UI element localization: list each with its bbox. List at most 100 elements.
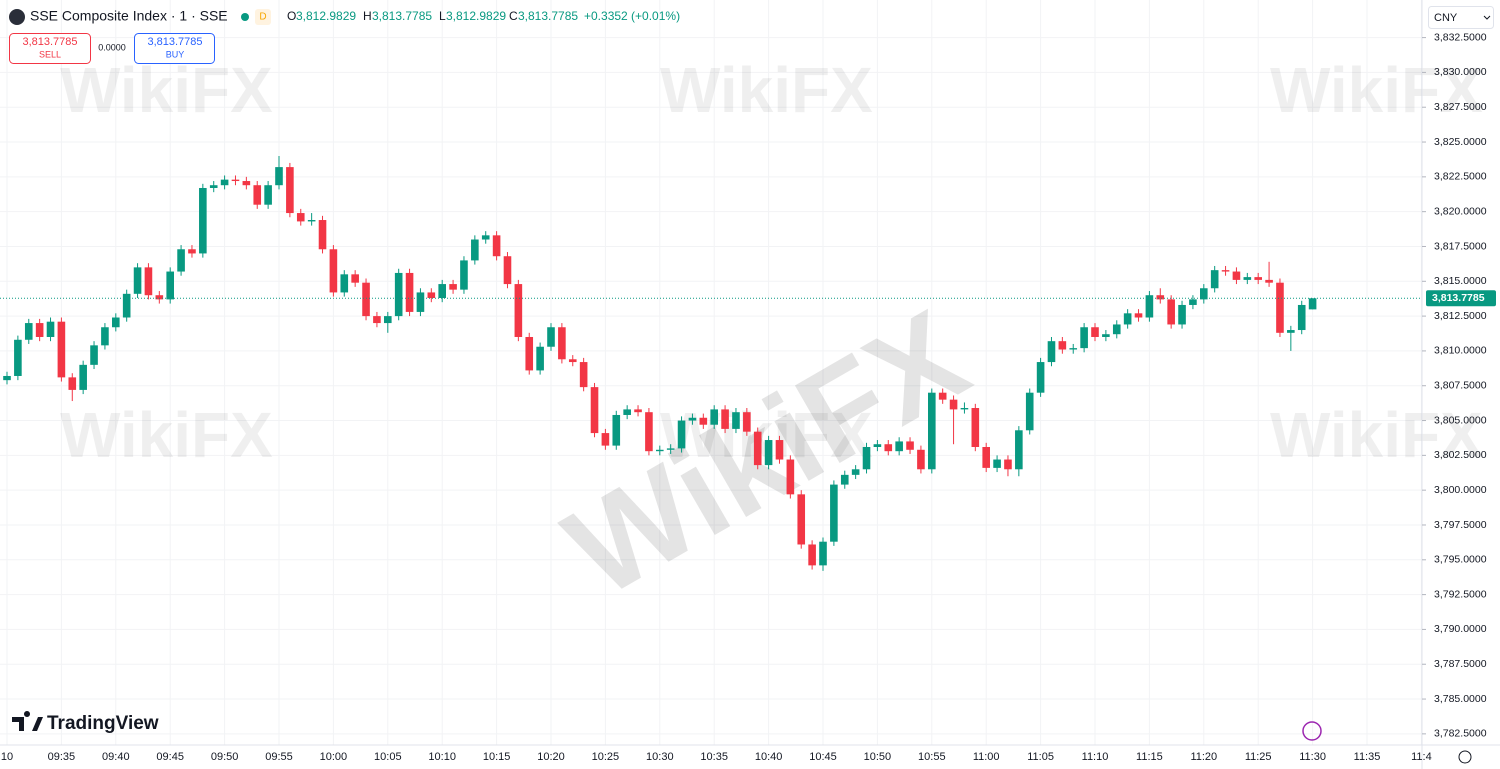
ohlc-key: O (287, 9, 296, 23)
candle-body (394, 272, 403, 317)
candle-body (1080, 327, 1088, 349)
y-tick-label: 3,810.0000 (1434, 345, 1487, 357)
x-tick-label: 11:05 (1027, 751, 1054, 763)
candle-body (24, 323, 33, 340)
y-tick-label: 3,812.5000 (1434, 310, 1487, 322)
y-tick-label: 3,830.0000 (1434, 66, 1487, 78)
candle-body (645, 412, 653, 452)
ohlc-value: 3,812.9829 (446, 9, 506, 23)
candle-body (1112, 324, 1121, 335)
y-tick-label: 3,805.0000 (1434, 414, 1487, 426)
y-tick-label: 3,782.5000 (1434, 728, 1487, 740)
currency[interactable]: CNY (1434, 12, 1458, 24)
candle-body (634, 409, 642, 413)
change: +0.3352 (+0.01%) (584, 9, 680, 23)
x-tick-label: 10:25 (592, 751, 620, 763)
x-tick-label: 10:45 (809, 751, 837, 763)
x-tick-label: 09:50 (211, 751, 239, 763)
candle-body (808, 544, 816, 566)
candle-body (743, 412, 751, 432)
candle-body (949, 399, 958, 410)
candle-body (373, 316, 381, 324)
candle-body (449, 284, 457, 290)
candle-body (416, 292, 425, 312)
symbol-title[interactable]: SSE Composite Index · 1 · SSE (30, 8, 228, 24)
x-tick-label: 09:35 (48, 751, 76, 763)
candle-body (188, 249, 196, 254)
candle-body (906, 441, 914, 450)
candle-body (623, 409, 631, 415)
alert-icon[interactable] (1302, 721, 1322, 741)
x-tick-label: 11:4 (1411, 751, 1432, 763)
candle-body (384, 316, 392, 324)
candle-body (862, 447, 871, 470)
candle-body (438, 284, 446, 298)
candle-body (732, 412, 740, 429)
candle-body (122, 293, 131, 318)
candle-body (656, 449, 664, 452)
candle-body (492, 235, 501, 257)
candle-body (1069, 348, 1078, 350)
y-tick-label: 3,807.5000 (1434, 380, 1487, 392)
candle-body (1308, 298, 1317, 310)
candle-body (133, 267, 142, 294)
buy-price[interactable]: 3,813.7785 (147, 36, 202, 48)
badge-box (255, 9, 271, 25)
candles (0, 155, 1422, 571)
candle-body (14, 339, 22, 376)
candle-body (1254, 277, 1262, 280)
candle-body (1178, 304, 1186, 325)
candle-body (90, 345, 98, 365)
sell-button[interactable] (9, 33, 91, 64)
x-tick-label: 09:55 (265, 751, 293, 763)
sell-label[interactable]: SELL (39, 49, 61, 59)
candle-body (1036, 362, 1045, 393)
candle-body (57, 321, 66, 378)
candle-body (677, 420, 686, 449)
x-tick-label: 10:00 (320, 751, 348, 763)
watermark: WikiFX (1270, 399, 1483, 471)
candle-body (590, 387, 599, 434)
watermark: WikiFX (60, 54, 273, 126)
ohlc-key: H (363, 9, 372, 23)
candle-body (1287, 330, 1295, 333)
candle-body (558, 327, 566, 360)
sell-price[interactable]: 3,813.7785 (22, 36, 77, 48)
badge: D (259, 12, 266, 23)
candle-body (1091, 327, 1099, 337)
x-tick-label: 10:55 (918, 751, 946, 763)
candle-body (1243, 277, 1252, 280)
y-tick-label: 3,822.5000 (1434, 171, 1487, 183)
candle-body (253, 185, 262, 205)
x-tick-label: 10:05 (374, 751, 402, 763)
candle-body (797, 494, 806, 545)
candle-body (264, 185, 272, 205)
candle-body (405, 272, 414, 312)
candle-body (982, 447, 990, 468)
x-tick-label: 10:40 (755, 751, 783, 763)
candle-body (209, 185, 218, 188)
candle-body (993, 459, 1001, 468)
candle-body (68, 377, 77, 390)
candle-body (1102, 334, 1110, 337)
settings-icon[interactable] (1458, 750, 1472, 764)
logo: TradingView (12, 711, 159, 734)
candle-body (1156, 295, 1165, 300)
x-tick-label: 10:50 (864, 751, 892, 763)
candle-body (1015, 430, 1023, 470)
candle-body (1221, 270, 1230, 272)
symbol-icon[interactable] (9, 9, 25, 25)
currency-select[interactable] (1428, 6, 1494, 29)
candle-body (666, 448, 675, 450)
buy-label[interactable]: BUY (166, 49, 185, 59)
buy-button[interactable] (134, 33, 215, 64)
candle-body (568, 359, 577, 363)
candle-body (1297, 304, 1306, 331)
candle-body (242, 181, 251, 186)
x-tick-label: 10:20 (537, 751, 565, 763)
candle-body (101, 327, 109, 346)
candle-body (710, 409, 718, 425)
candle-body (46, 321, 55, 337)
